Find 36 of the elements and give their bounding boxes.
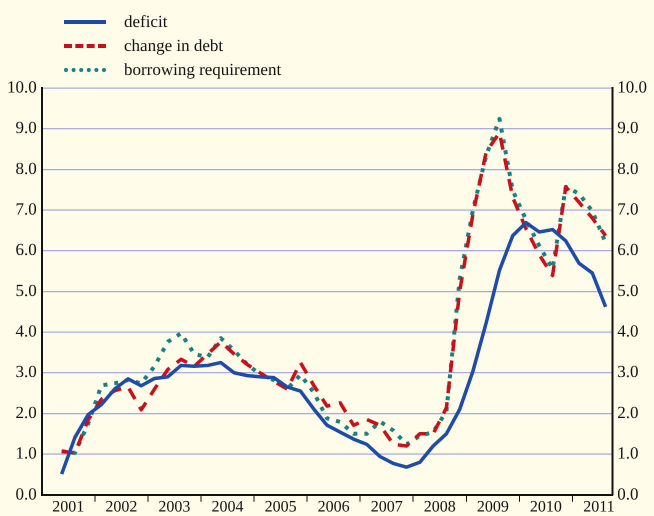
x-tick-label: 2009	[476, 498, 509, 516]
x-tick-label: 2004	[211, 498, 244, 516]
y-tick-label: 4.0	[16, 322, 37, 341]
x-tick-label: 2002	[105, 498, 138, 516]
y2-tick-label: 1.0	[617, 444, 638, 463]
y2-tick-label: 2.0	[617, 402, 638, 422]
y-tick-label: 8.0	[16, 158, 37, 178]
legend-label: deficit	[124, 12, 168, 32]
y-tick-label: 1.0	[16, 444, 37, 463]
y2-tick-label: 3.0	[617, 362, 638, 382]
y-tick-label: 5.0	[16, 280, 37, 300]
y2-tick-label: 5.0	[617, 280, 638, 300]
legend-label: change in debt	[124, 36, 224, 56]
x-tick-label: 2005	[264, 498, 297, 516]
x-tick-label: 2007	[370, 498, 403, 516]
y-tick-label: 7.0	[16, 200, 37, 219]
legend-label: borrowing requirement	[124, 60, 282, 80]
y-tick-label: 6.0	[16, 240, 37, 260]
x-tick-label: 2011	[583, 498, 615, 516]
x-tick-label: 2006	[318, 498, 350, 516]
x-tick-label: 2001	[52, 498, 84, 516]
y2-tick-label: 0.0	[617, 484, 638, 504]
x-tick-label: 2008	[424, 498, 456, 516]
y-tick-label: 3.0	[16, 362, 37, 382]
y2-tick-label: 8.0	[617, 158, 638, 178]
x-tick-label: 2010	[530, 498, 562, 516]
y-tick-label: 10.0	[7, 77, 37, 96]
y-tick-label: 2.0	[16, 402, 37, 422]
y-tick-label: 9.0	[16, 118, 37, 138]
y-tick-label: 0.0	[16, 484, 37, 504]
x-tick-label: 2003	[158, 498, 190, 516]
y2-tick-label: 10.0	[617, 77, 647, 96]
y2-tick-label: 6.0	[617, 240, 638, 260]
y2-tick-label: 9.0	[617, 118, 638, 138]
y2-tick-label: 4.0	[617, 322, 638, 341]
y2-tick-label: 7.0	[617, 200, 638, 219]
